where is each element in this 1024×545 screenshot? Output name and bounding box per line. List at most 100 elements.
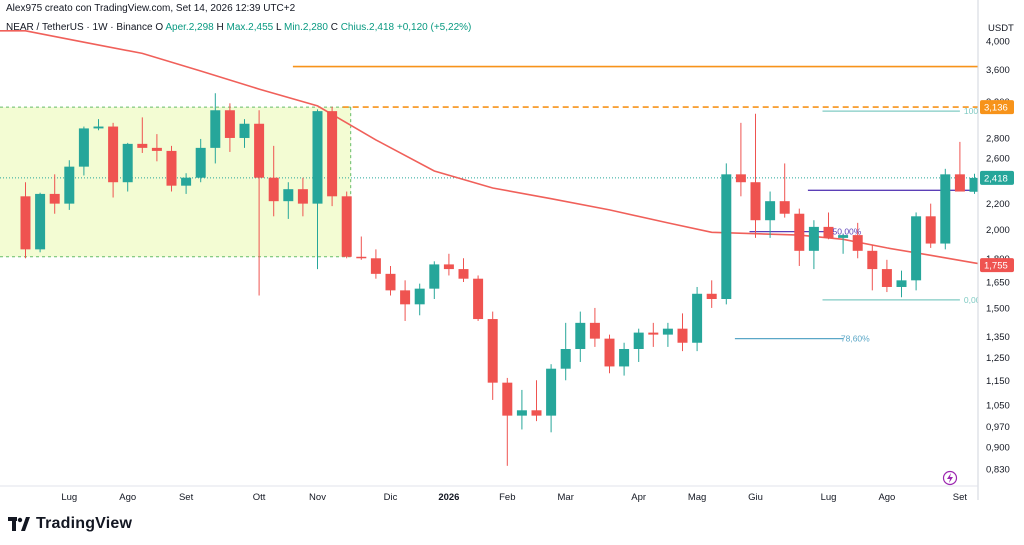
candle xyxy=(619,342,630,376)
candle-body xyxy=(575,322,586,350)
price-tick-label: 0,900 xyxy=(986,443,1010,454)
candle-body xyxy=(940,174,951,244)
candle xyxy=(779,163,790,218)
candle xyxy=(20,182,31,259)
candle xyxy=(93,119,104,131)
candle xyxy=(575,311,586,362)
time-tick-label: Mar xyxy=(558,492,574,503)
candle-body xyxy=(619,349,630,367)
open-label: O xyxy=(155,22,164,33)
candle-body xyxy=(487,319,498,383)
candle xyxy=(108,122,119,198)
candle-body xyxy=(137,143,148,148)
candle xyxy=(589,307,600,347)
time-tick-label: Lug xyxy=(61,492,77,503)
candle-body xyxy=(297,189,308,204)
candle-body xyxy=(210,110,221,148)
lightning-icon-bolt xyxy=(947,473,953,483)
candle xyxy=(487,311,498,400)
candle xyxy=(896,270,907,298)
time-tick-label: Giu xyxy=(748,492,763,503)
candle-body xyxy=(969,177,980,192)
time-tick-label: Apr xyxy=(631,492,646,503)
high-label: H xyxy=(216,22,224,33)
candle xyxy=(969,173,980,194)
candle-body xyxy=(122,143,133,183)
tradingview-brand[interactable]: TradingView xyxy=(8,515,132,533)
candle-body xyxy=(312,111,323,204)
candle xyxy=(823,212,834,240)
candle-body xyxy=(677,328,688,343)
candle xyxy=(881,259,892,293)
candle-body xyxy=(648,332,659,335)
candle-body xyxy=(473,278,484,320)
candle-body xyxy=(852,235,863,251)
candle xyxy=(560,322,571,381)
lightning-icon-ring xyxy=(942,470,958,486)
price-tick-label: 1,150 xyxy=(986,376,1010,387)
candle xyxy=(166,145,177,192)
resistance-price-tag: 3,136 xyxy=(984,103,1008,114)
candle-body xyxy=(283,189,294,202)
candle xyxy=(356,236,367,260)
candle xyxy=(458,258,469,282)
time-tick-label: Ago xyxy=(878,492,895,503)
candle xyxy=(210,93,221,164)
candle-body xyxy=(911,216,922,281)
high-value: Max.2,455 xyxy=(226,22,274,33)
candle-body xyxy=(706,293,717,300)
symbol-ohlc-legend: NEAR / TetherUS · 1W · Binance O Aper.2,… xyxy=(6,22,471,33)
candle xyxy=(370,249,381,279)
time-tick-label: Lug xyxy=(821,492,837,503)
candle xyxy=(78,126,89,176)
candle xyxy=(706,280,717,308)
candle xyxy=(181,173,192,194)
candle-body xyxy=(341,196,352,257)
candle xyxy=(735,122,746,197)
candle xyxy=(35,192,46,253)
candle-body xyxy=(546,368,557,416)
candle-body xyxy=(356,256,367,259)
candle xyxy=(721,163,732,305)
candle-body xyxy=(151,147,162,151)
current-price-tag: 2,418 xyxy=(984,173,1008,184)
candle xyxy=(765,191,776,238)
candle-body xyxy=(589,322,600,339)
candle-body xyxy=(268,177,279,202)
currency-label: USDT xyxy=(988,23,1014,34)
price-tick-label: 1,050 xyxy=(986,401,1010,412)
candle-body xyxy=(531,410,542,416)
price-tick-label: 4,000 xyxy=(986,36,1010,47)
symbol-name: NEAR / TetherUS · 1W · Binance xyxy=(6,22,153,33)
candle-body xyxy=(925,216,936,244)
candle-body xyxy=(49,193,60,204)
candle-body xyxy=(400,290,411,305)
candle xyxy=(692,286,703,352)
candle-body xyxy=(954,174,965,192)
open-value: Aper.2,298 xyxy=(165,22,214,33)
candle xyxy=(414,283,425,316)
candle xyxy=(808,220,819,270)
ma-price-tag: 1,755 xyxy=(984,261,1008,272)
candle-body xyxy=(239,123,250,138)
candle-body xyxy=(224,110,235,138)
candle xyxy=(633,328,644,362)
tradingview-logo-icon xyxy=(8,517,30,531)
low-value: Min.2,280 xyxy=(283,22,328,33)
candle xyxy=(531,380,542,422)
candle xyxy=(546,364,557,433)
candle-body xyxy=(750,182,761,221)
fib-label: 78,60% xyxy=(841,334,870,344)
candle xyxy=(473,275,484,321)
price-tick-label: 2,200 xyxy=(986,199,1010,210)
candle xyxy=(151,134,162,162)
candle xyxy=(662,322,673,347)
candle xyxy=(516,389,527,430)
candle-body xyxy=(867,250,878,270)
candle xyxy=(604,334,615,374)
candle xyxy=(677,313,688,352)
candle-body xyxy=(779,201,790,214)
candle xyxy=(940,168,951,250)
candle xyxy=(385,265,396,296)
